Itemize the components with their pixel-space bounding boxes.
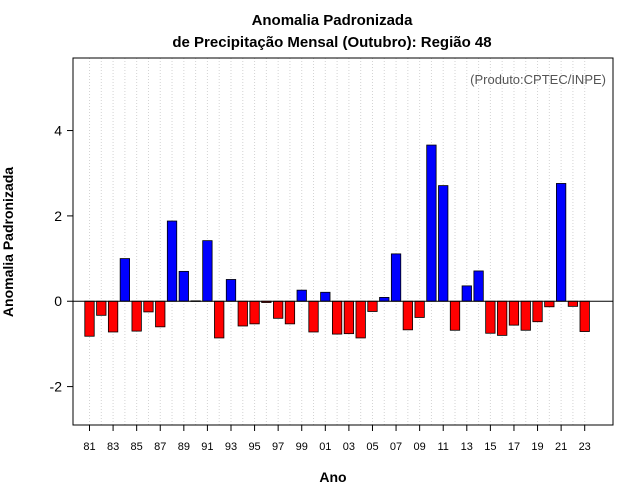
bar-2012 — [449, 300, 461, 331]
bar-2011 — [438, 185, 449, 302]
bar-1985 — [131, 300, 142, 332]
bar-1999 — [296, 289, 307, 302]
bar-2018 — [520, 300, 531, 331]
bar-1997 — [273, 300, 284, 319]
bar-2008 — [402, 300, 413, 331]
x-tick-label: 21 — [555, 441, 567, 453]
x-tick-label: 95 — [248, 441, 260, 453]
x-tick-label: 17 — [508, 441, 520, 453]
bar-1992 — [214, 300, 225, 339]
bar-1987 — [155, 300, 166, 328]
y-tick-label: -2 — [50, 379, 63, 395]
x-axis: 81 83 85 87 89 91 93 95 97 99 01 03 05 07 09 11 13 15 17 19… — [83, 425, 591, 453]
chart-title: Anomalia Padronizada — [252, 12, 414, 29]
bar-1984 — [119, 258, 130, 302]
bar-2009 — [414, 300, 425, 318]
bar-2013 — [461, 285, 472, 302]
bar-1986 — [143, 300, 154, 313]
x-tick-label: 87 — [154, 441, 166, 453]
x-tick-label: 91 — [201, 441, 213, 453]
x-tick-label: 19 — [531, 441, 543, 453]
bar-1993 — [225, 279, 237, 302]
bar-1983 — [107, 300, 119, 333]
bar-1998 — [284, 300, 296, 325]
bar-1994 — [237, 300, 248, 327]
bar-1982 — [96, 300, 107, 316]
bar-2002 — [331, 300, 343, 335]
plot-frame — [72, 57, 614, 426]
x-tick-label: 83 — [107, 441, 119, 453]
bar-2003 — [343, 300, 355, 335]
vertical-grid — [89, 58, 586, 425]
bar-1991 — [202, 240, 213, 302]
bars — [84, 144, 590, 339]
x-tick-label: 07 — [390, 441, 402, 453]
bar-2023 — [579, 300, 590, 332]
x-tick-label: 99 — [296, 441, 308, 453]
bar-2001 — [320, 291, 331, 302]
bar-1988 — [166, 220, 178, 302]
bar-2000 — [308, 300, 319, 333]
bar-2007 — [390, 253, 402, 302]
bar-1989 — [178, 270, 189, 302]
bar-2006 — [379, 296, 390, 302]
x-tick-label: 81 — [83, 441, 95, 453]
bar-2022 — [567, 300, 579, 307]
bar-2017 — [508, 300, 520, 326]
x-tick-label: 89 — [178, 441, 190, 453]
bar-2004 — [355, 300, 366, 339]
x-axis-label: Ano — [319, 469, 346, 485]
x-tick-label: 97 — [272, 441, 284, 453]
x-tick-label: 01 — [319, 441, 331, 453]
bar-2021 — [556, 183, 567, 302]
source-annotation: (Produto:CPTEC/INPE) — [470, 72, 606, 87]
x-tick-label: 13 — [461, 441, 473, 453]
x-tick-label: 05 — [366, 441, 378, 453]
bar-1995 — [249, 300, 260, 325]
bar-2015 — [485, 300, 496, 334]
x-tick-label: 23 — [579, 441, 591, 453]
y-axis: -2 0 2 4 — [50, 123, 73, 395]
y-axis-label: Anomalia Padronizada — [0, 167, 16, 317]
x-tick-label: 85 — [131, 441, 143, 453]
bar-2019 — [532, 300, 543, 323]
y-tick-label: 2 — [54, 208, 62, 224]
bar-1981 — [84, 300, 95, 337]
bar-2020 — [544, 300, 555, 308]
x-tick-label: 11 — [438, 441, 449, 453]
bar-2005 — [367, 300, 378, 312]
bar-2010 — [426, 144, 437, 302]
bar-2014 — [473, 270, 484, 302]
y-tick-label: 0 — [54, 293, 62, 309]
x-tick-label: 03 — [343, 441, 355, 453]
x-tick-label: 93 — [225, 441, 237, 453]
bar-2016 — [497, 300, 508, 336]
x-tick-label: 15 — [484, 441, 496, 453]
x-tick-label: 09 — [414, 441, 426, 453]
chart-subtitle: de Precipitação Mensal (Outubro): Região… — [172, 34, 491, 51]
y-tick-label: 4 — [54, 123, 62, 139]
